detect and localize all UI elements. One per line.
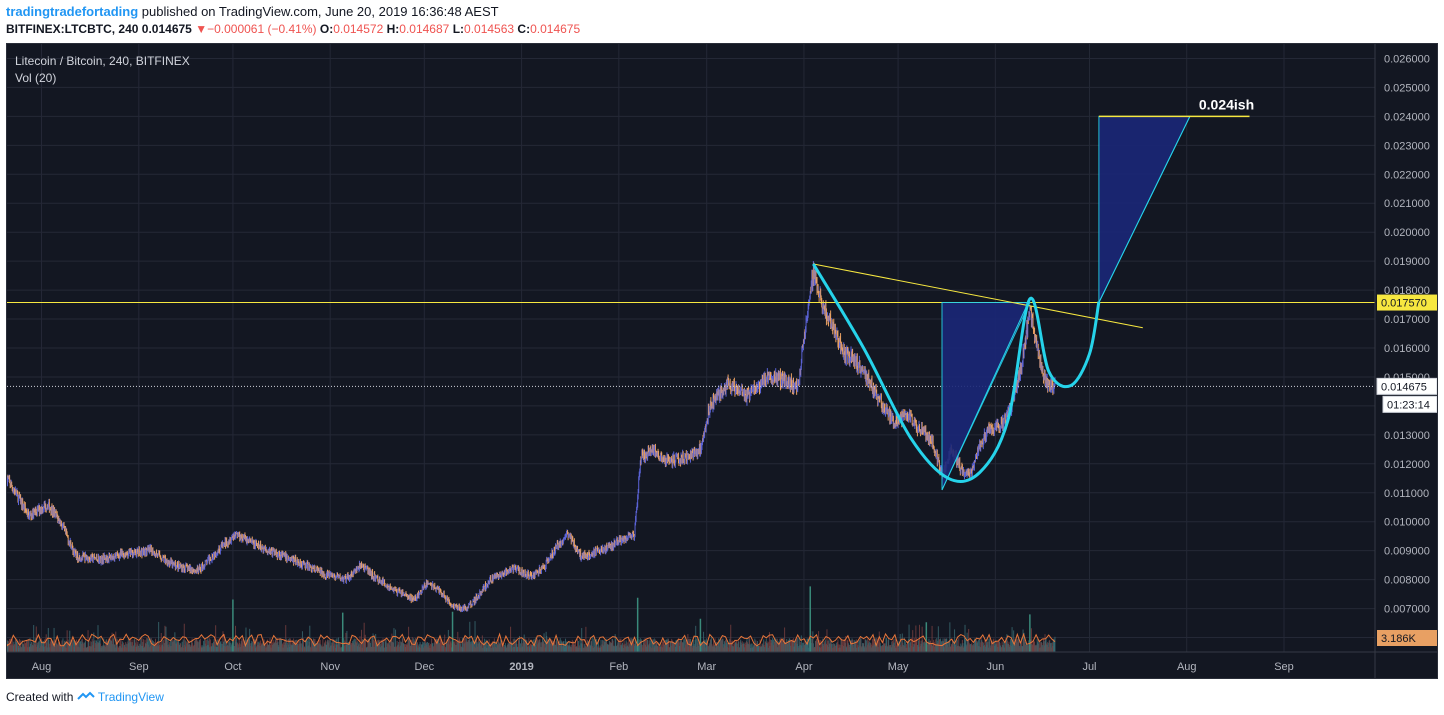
x-tick-label: Jun xyxy=(986,661,1004,673)
change-value: −0.000061 (−0.41%) xyxy=(207,22,317,36)
volume-moving-average xyxy=(7,632,1056,648)
target-label: 0.024ish xyxy=(1199,96,1254,112)
symbol-line: BITFINEX:LTCBTC, 240 0.014675 ▼−0.000061… xyxy=(6,22,580,36)
y-tick-label: 0.016000 xyxy=(1384,343,1430,355)
volume-last-label: 3.186K xyxy=(1381,633,1417,645)
x-tick-label: Sep xyxy=(129,661,149,673)
y-tick-label: 0.022000 xyxy=(1384,169,1430,181)
descending-trendline xyxy=(813,263,1143,329)
y-tick-label: 0.010000 xyxy=(1384,517,1430,529)
low-label: L: xyxy=(452,22,465,36)
y-tick-label: 0.026000 xyxy=(1384,53,1430,65)
y-tick-label: 0.012000 xyxy=(1384,459,1430,471)
y-tick-label: 0.023000 xyxy=(1384,140,1430,152)
close-value: 0.014675 xyxy=(530,22,581,36)
high-label: H: xyxy=(386,22,400,36)
high-value: 0.014687 xyxy=(399,22,450,36)
x-tick-label: Aug xyxy=(32,661,52,673)
x-tick-label: Nov xyxy=(320,661,340,673)
y-tick-label: 0.021000 xyxy=(1384,198,1430,210)
countdown-label: 01:23:14 xyxy=(1387,399,1430,411)
measured-move-1-edge xyxy=(941,298,1031,491)
x-tick-label: Oct xyxy=(224,661,241,673)
x-tick-label: 2019 xyxy=(509,661,533,673)
y-tick-label: 0.024000 xyxy=(1384,111,1430,123)
footer: Created with TradingView xyxy=(6,690,164,704)
y-tick-label: 0.013000 xyxy=(1384,430,1430,442)
resistance-tag xyxy=(1377,294,1437,311)
y-tick-label: 0.009000 xyxy=(1384,546,1430,558)
last-price-tag xyxy=(1376,377,1437,395)
x-tick-label: Dec xyxy=(415,661,435,673)
measured-move-2-edge xyxy=(1098,116,1191,303)
chart-frame[interactable]: 0.024ish 0.0060000.0070000.0080000.00900… xyxy=(6,43,1438,679)
cup-and-handle-curve xyxy=(812,263,1101,484)
published-text: published on TradingView.com, June 20, 2… xyxy=(141,4,499,19)
y-tick-label: 0.018000 xyxy=(1384,285,1430,297)
x-tick-label: Apr xyxy=(795,661,812,673)
tradingview-link[interactable]: TradingView xyxy=(97,690,164,704)
y-tick-label: 0.025000 xyxy=(1384,82,1430,94)
x-tick-label: Feb xyxy=(609,661,628,673)
countdown-tag xyxy=(1382,395,1437,413)
down-arrow-icon: ▼ xyxy=(195,22,208,36)
resistance-label: 0.017570 xyxy=(1381,298,1427,310)
y-tick-label: 0.019000 xyxy=(1384,256,1430,268)
x-tick-label: May xyxy=(888,661,909,673)
x-tick-label: Jul xyxy=(1082,661,1096,673)
price-chart[interactable]: 0.024ish 0.0060000.0070000.0080000.00900… xyxy=(7,44,1437,678)
x-tick-label: Mar xyxy=(697,661,716,673)
last-price-label: 0.014675 xyxy=(1381,381,1427,393)
publish-header: tradingtradefortading published on Tradi… xyxy=(0,0,1444,42)
x-tick-label: Aug xyxy=(1177,661,1197,673)
y-tick-label: 0.017000 xyxy=(1384,314,1430,326)
low-value: 0.014563 xyxy=(464,22,515,36)
publish-line: tradingtradefortading published on Tradi… xyxy=(6,4,499,19)
last-price: 0.014675 xyxy=(141,22,192,36)
y-tick-label: 0.008000 xyxy=(1384,575,1430,587)
author-link[interactable]: tradingtradefortading xyxy=(6,4,139,19)
open-value: 0.014572 xyxy=(333,22,384,36)
created-with-text: Created with xyxy=(6,690,74,704)
volume-legend: Vol (20) xyxy=(15,71,56,85)
symbol-label: BITFINEX:LTCBTC, 240 xyxy=(6,22,139,36)
x-tick-label: Sep xyxy=(1274,661,1294,673)
chart-title: Litecoin / Bitcoin, 240, BITFINEX xyxy=(15,54,190,68)
volume-last-tag xyxy=(1377,630,1437,646)
open-label: O: xyxy=(319,22,334,36)
y-tick-label: 0.007000 xyxy=(1384,604,1430,616)
y-tick-label: 0.020000 xyxy=(1384,227,1430,239)
close-label: C: xyxy=(517,22,531,36)
tradingview-logo-icon xyxy=(77,690,95,700)
y-tick-label: 0.011000 xyxy=(1384,488,1429,500)
